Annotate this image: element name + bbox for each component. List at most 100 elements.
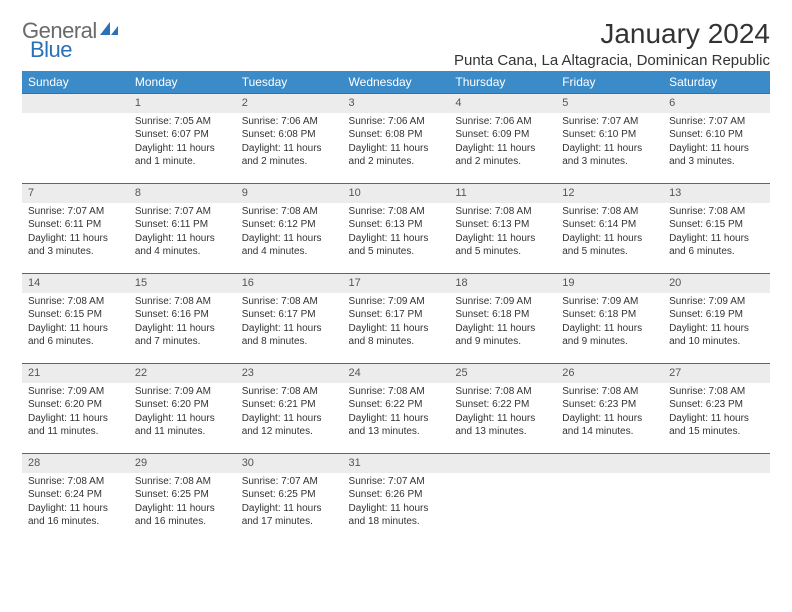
- day-number: 7: [22, 184, 129, 203]
- sunset-text: Sunset: 6:13 PM: [349, 218, 444, 232]
- day-cell: 16Sunrise: 7:08 AMSunset: 6:17 PMDayligh…: [236, 274, 343, 364]
- day-number: 31: [343, 454, 450, 473]
- day-body: Sunrise: 7:09 AMSunset: 6:20 PMDaylight:…: [22, 383, 129, 447]
- sunrise-text: Sunrise: 7:09 AM: [135, 385, 230, 399]
- sunset-text: Sunset: 6:11 PM: [28, 218, 123, 232]
- daylight-text: Daylight: 11 hours and 5 minutes.: [349, 232, 444, 259]
- sunrise-text: Sunrise: 7:08 AM: [242, 295, 337, 309]
- daylight-text: Daylight: 11 hours and 18 minutes.: [349, 502, 444, 529]
- daylight-text: Daylight: 11 hours and 16 minutes.: [28, 502, 123, 529]
- daylight-text: Daylight: 11 hours and 11 minutes.: [135, 412, 230, 439]
- sunrise-text: Sunrise: 7:08 AM: [562, 385, 657, 399]
- calendar-table: Sunday Monday Tuesday Wednesday Thursday…: [22, 71, 770, 544]
- sunset-text: Sunset: 6:10 PM: [669, 128, 764, 142]
- weekday-header: Friday: [556, 71, 663, 94]
- daylight-text: Daylight: 11 hours and 4 minutes.: [135, 232, 230, 259]
- day-body: Sunrise: 7:08 AMSunset: 6:13 PMDaylight:…: [343, 203, 450, 267]
- sunset-text: Sunset: 6:22 PM: [349, 398, 444, 412]
- sunset-text: Sunset: 6:20 PM: [28, 398, 123, 412]
- sunrise-text: Sunrise: 7:08 AM: [669, 385, 764, 399]
- weekday-header: Thursday: [449, 71, 556, 94]
- daylight-text: Daylight: 11 hours and 3 minutes.: [28, 232, 123, 259]
- day-cell: 31Sunrise: 7:07 AMSunset: 6:26 PMDayligh…: [343, 454, 450, 544]
- day-body: Sunrise: 7:08 AMSunset: 6:15 PMDaylight:…: [663, 203, 770, 267]
- daylight-text: Daylight: 11 hours and 15 minutes.: [669, 412, 764, 439]
- sunrise-text: Sunrise: 7:08 AM: [349, 385, 444, 399]
- day-cell: 26Sunrise: 7:08 AMSunset: 6:23 PMDayligh…: [556, 364, 663, 454]
- day-number: 24: [343, 364, 450, 383]
- sunrise-text: Sunrise: 7:07 AM: [242, 475, 337, 489]
- daylight-text: Daylight: 11 hours and 9 minutes.: [562, 322, 657, 349]
- sunset-text: Sunset: 6:10 PM: [562, 128, 657, 142]
- weekday-header: Sunday: [22, 71, 129, 94]
- day-number: 26: [556, 364, 663, 383]
- week-row: 21Sunrise: 7:09 AMSunset: 6:20 PMDayligh…: [22, 364, 770, 454]
- day-cell: 2Sunrise: 7:06 AMSunset: 6:08 PMDaylight…: [236, 94, 343, 184]
- sunrise-text: Sunrise: 7:08 AM: [28, 475, 123, 489]
- sunrise-text: Sunrise: 7:09 AM: [349, 295, 444, 309]
- sunrise-text: Sunrise: 7:07 AM: [135, 205, 230, 219]
- daylight-text: Daylight: 11 hours and 11 minutes.: [28, 412, 123, 439]
- sunrise-text: Sunrise: 7:08 AM: [455, 205, 550, 219]
- daylight-text: Daylight: 11 hours and 4 minutes.: [242, 232, 337, 259]
- day-cell: 7 Sunrise: 7:07 AMSunset: 6:11 PMDaylight…: [22, 184, 129, 274]
- day-cell: 25Sunrise: 7:08 AMSunset: 6:22 PMDayligh…: [449, 364, 556, 454]
- sunrise-text: Sunrise: 7:08 AM: [135, 295, 230, 309]
- day-number: 27: [663, 364, 770, 383]
- weekday-header-row: Sunday Monday Tuesday Wednesday Thursday…: [22, 71, 770, 94]
- sunset-text: Sunset: 6:08 PM: [242, 128, 337, 142]
- sunrise-text: Sunrise: 7:08 AM: [242, 205, 337, 219]
- day-number: 9: [236, 184, 343, 203]
- day-number: 30: [236, 454, 343, 473]
- sunrise-text: Sunrise: 7:07 AM: [28, 205, 123, 219]
- day-cell: 21Sunrise: 7:09 AMSunset: 6:20 PMDayligh…: [22, 364, 129, 454]
- day-body: Sunrise: 7:08 AMSunset: 6:22 PMDaylight:…: [343, 383, 450, 447]
- day-body: Sunrise: 7:08 AMSunset: 6:22 PMDaylight:…: [449, 383, 556, 447]
- day-cell: 11Sunrise: 7:08 AMSunset: 6:13 PMDayligh…: [449, 184, 556, 274]
- day-number: 14: [22, 274, 129, 293]
- sunrise-text: Sunrise: 7:07 AM: [349, 475, 444, 489]
- day-number: 29: [129, 454, 236, 473]
- weekday-header: Wednesday: [343, 71, 450, 94]
- day-body: Sunrise: 7:09 AMSunset: 6:18 PMDaylight:…: [556, 293, 663, 357]
- day-cell: 19Sunrise: 7:09 AMSunset: 6:18 PMDayligh…: [556, 274, 663, 364]
- day-number: 20: [663, 274, 770, 293]
- daylight-text: Daylight: 11 hours and 10 minutes.: [669, 322, 764, 349]
- daylight-text: Daylight: 11 hours and 17 minutes.: [242, 502, 337, 529]
- day-body: [663, 473, 770, 537]
- sunrise-text: Sunrise: 7:09 AM: [669, 295, 764, 309]
- daylight-text: Daylight: 11 hours and 13 minutes.: [455, 412, 550, 439]
- daylight-text: Daylight: 11 hours and 2 minutes.: [242, 142, 337, 169]
- day-cell: 20Sunrise: 7:09 AMSunset: 6:19 PMDayligh…: [663, 274, 770, 364]
- day-body: Sunrise: 7:07 AMSunset: 6:11 PMDaylight:…: [129, 203, 236, 267]
- sunset-text: Sunset: 6:17 PM: [349, 308, 444, 322]
- day-cell: [556, 454, 663, 544]
- location-text: Punta Cana, La Altagracia, Dominican Rep…: [454, 52, 770, 69]
- day-body: Sunrise: 7:06 AMSunset: 6:08 PMDaylight:…: [343, 113, 450, 177]
- day-number: 23: [236, 364, 343, 383]
- title-block: January 2024 Punta Cana, La Altagracia, …: [454, 18, 770, 69]
- day-cell: 5Sunrise: 7:07 AMSunset: 6:10 PMDaylight…: [556, 94, 663, 184]
- day-number: 13: [663, 184, 770, 203]
- weekday-header: Saturday: [663, 71, 770, 94]
- sunrise-text: Sunrise: 7:08 AM: [242, 385, 337, 399]
- day-body: [556, 473, 663, 537]
- sunset-text: Sunset: 6:15 PM: [669, 218, 764, 232]
- day-cell: 3Sunrise: 7:06 AMSunset: 6:08 PMDaylight…: [343, 94, 450, 184]
- daylight-text: Daylight: 11 hours and 6 minutes.: [28, 322, 123, 349]
- day-body: Sunrise: 7:07 AMSunset: 6:10 PMDaylight:…: [556, 113, 663, 177]
- day-body: Sunrise: 7:07 AMSunset: 6:10 PMDaylight:…: [663, 113, 770, 177]
- day-cell: [663, 454, 770, 544]
- day-number: [22, 94, 129, 113]
- week-row: 1Sunrise: 7:05 AMSunset: 6:07 PMDaylight…: [22, 94, 770, 184]
- day-body: Sunrise: 7:07 AMSunset: 6:26 PMDaylight:…: [343, 473, 450, 537]
- day-cell: 30Sunrise: 7:07 AMSunset: 6:25 PMDayligh…: [236, 454, 343, 544]
- sunrise-text: Sunrise: 7:08 AM: [349, 205, 444, 219]
- day-number: 5: [556, 94, 663, 113]
- day-number: 18: [449, 274, 556, 293]
- day-cell: 14Sunrise: 7:08 AMSunset: 6:15 PMDayligh…: [22, 274, 129, 364]
- day-number: 2: [236, 94, 343, 113]
- day-body: Sunrise: 7:09 AMSunset: 6:19 PMDaylight:…: [663, 293, 770, 357]
- day-cell: 28Sunrise: 7:08 AMSunset: 6:24 PMDayligh…: [22, 454, 129, 544]
- sunset-text: Sunset: 6:09 PM: [455, 128, 550, 142]
